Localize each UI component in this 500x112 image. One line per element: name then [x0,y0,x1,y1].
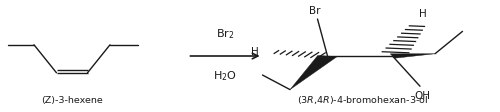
Text: (3$\it{R}$,4$\it{R}$)-4-bromohexan-3-ol: (3$\it{R}$,4$\it{R}$)-4-bromohexan-3-ol [297,94,428,106]
Text: Br: Br [309,6,321,16]
Polygon shape [390,54,435,58]
Text: H: H [252,46,259,57]
Text: Br$_2$: Br$_2$ [216,28,234,41]
Text: H$_2$O: H$_2$O [213,69,237,83]
Polygon shape [290,55,337,90]
Text: OH: OH [414,91,430,101]
Text: (Z)-3-hexene: (Z)-3-hexene [42,96,104,105]
Text: H: H [418,9,426,19]
